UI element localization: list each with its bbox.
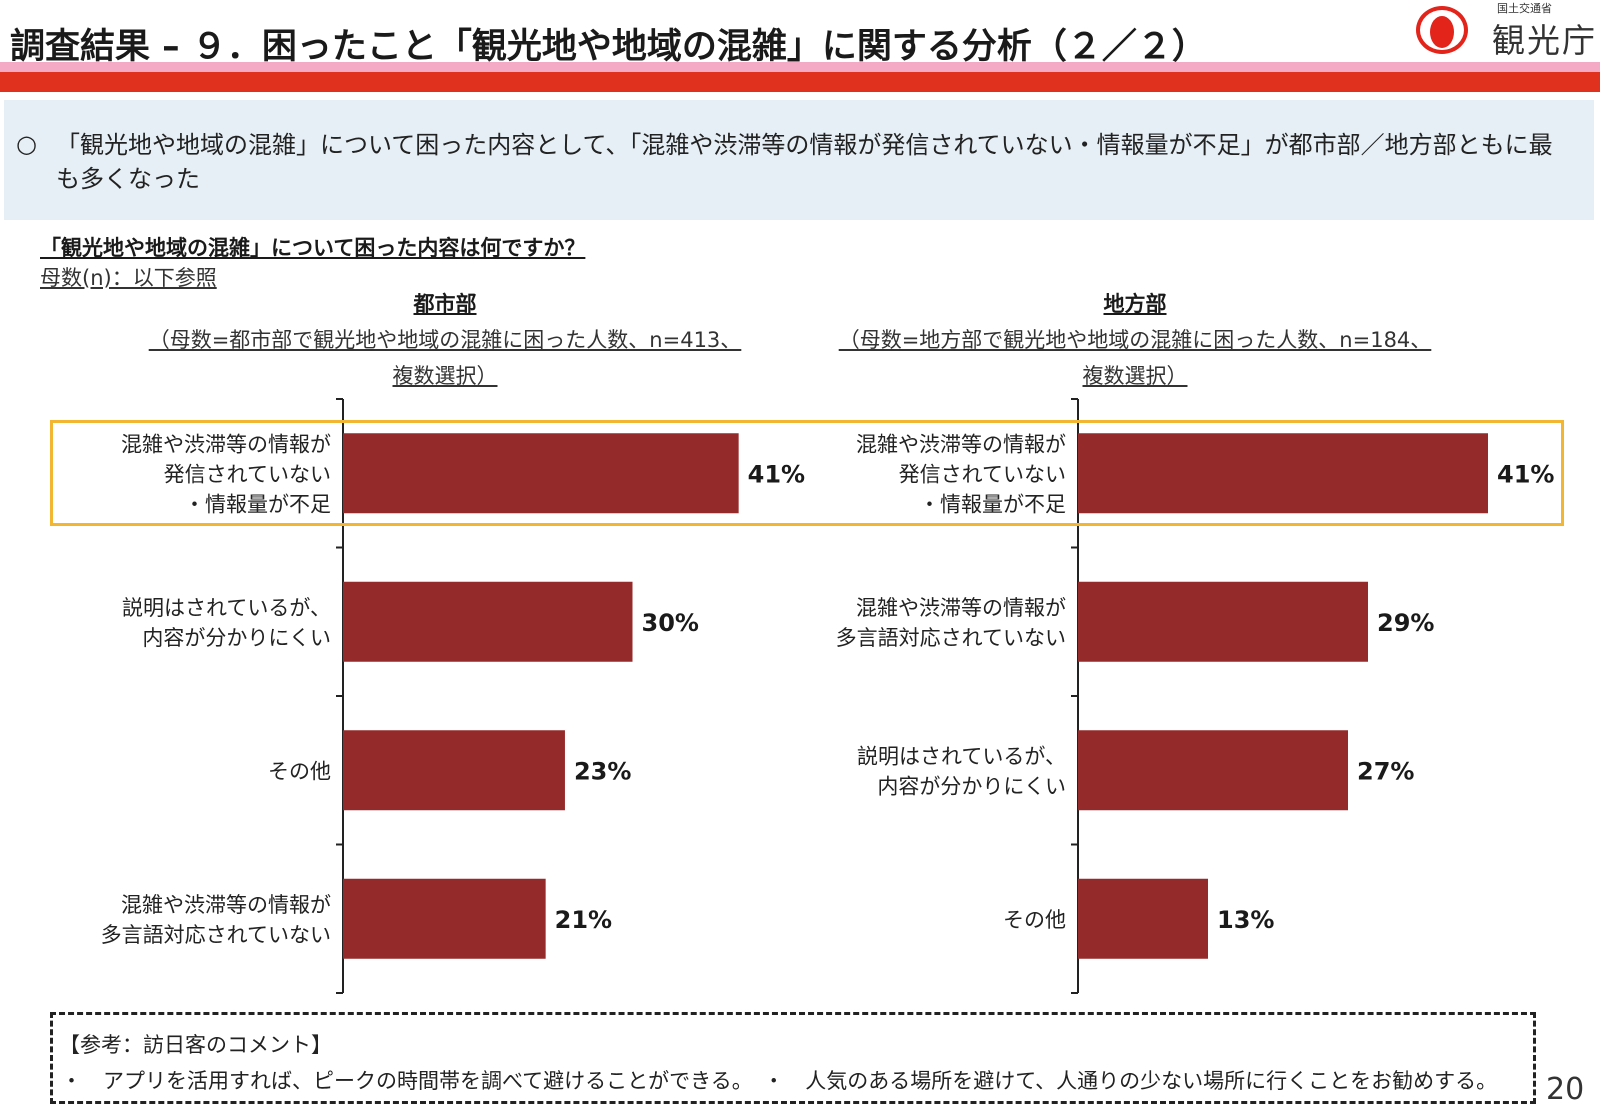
comment-title: 【参考：訪日客のコメント】 [59,1033,332,1057]
logo-agency-text: 観光庁 [1492,21,1597,60]
urban-value-label: 30% [642,609,699,637]
logo-ministry-text: 国土交通省 [1497,2,1552,15]
rural-panel-header: 地方部 （母数=地方部で観光地や地域の混雑に困った人数、n=184、 複数選択） [810,288,1460,390]
urban-value-label: 41% [748,460,805,488]
rural-value-label: 29% [1377,609,1434,637]
rural-bar [1078,581,1368,662]
urban-panel-subtitle-2: 複数選択） [392,364,498,388]
visitor-comment-box: 【参考：訪日客のコメント】 ・ アプリを活用すれば、ピークの時間帯を調べて避ける… [50,1012,1536,1104]
urban-panel-title: 都市部 [413,292,477,316]
rural-category-label: 説明はされているが、内容が分かりにくい [857,744,1066,798]
urban-bar [343,730,565,811]
bar-charts: 41% 混雑や渋滞等の情報が発信されていない・情報量が不足 30% 説明はされているが… [101,398,1554,994]
rural-category-label: その他 [1003,908,1066,932]
rural-value-label: 13% [1217,906,1274,934]
urban-category-label: 説明はされているが、内容が分かりにくい [122,596,331,650]
rural-value-label: 41% [1497,460,1554,488]
summary-bullet: ○ [16,130,37,158]
urban-value-label: 23% [574,757,631,785]
base-note: 母数(n)：以下参照 [40,266,217,290]
comment-text: ・ アプリを活用すれば、ピークの時間帯を調べて避けることができる。 ・ 人気のあ… [61,1069,1498,1093]
top-item-highlight [50,420,1564,526]
urban-value-label: 21% [555,906,612,934]
urban-category-label: 混雑や渋滞等の情報が多言語対応されていない [101,893,331,947]
agency-logo: 国土交通省 観光庁 [1412,0,1595,60]
summary-text: 「観光地や地域の混雑」について困った内容として、「混雑や渋滞等の情報が発信されて… [56,131,1553,193]
summary-box: ○ 「観光地や地域の混雑」について困った内容として、「混雑や渋滞等の情報が発信さ… [4,100,1594,220]
title-band-pink [0,62,1600,72]
rural-category-label: 混雑や渋滞等の情報が多言語対応されていない [836,596,1066,650]
urban-category-label: 混雑や渋滞等の情報が発信されていない・情報量が不足 [121,432,331,516]
urban-category-label: その他 [268,759,331,783]
rural-category-label: 混雑や渋滞等の情報が発信されていない・情報量が不足 [856,432,1066,516]
urban-bar [343,433,739,514]
urban-panel-subtitle-1: （母数=都市部で観光地や地域の混雑に困った人数、n=413、 [148,328,742,352]
page-title: 調査結果 – ９．困ったこと「観光地や地域の混雑」に関する分析（２／２） [10,27,1207,67]
rural-panel-subtitle-1: （母数=地方部で観光地や地域の混雑に困った人数、n=184、 [838,328,1432,352]
survey-question: 「観光地や地域の混雑」について困った内容は何ですか？ [40,236,586,260]
rural-bar [1078,730,1348,811]
urban-bar [343,581,633,662]
rural-value-label: 27% [1357,757,1414,785]
title-band-red [0,72,1600,92]
logo-circle-icon [1416,6,1468,54]
urban-panel-header: 都市部 （母数=都市部で観光地や地域の混雑に困った人数、n=413、 複数選択） [120,288,770,390]
rural-panel-title: 地方部 [1103,292,1167,316]
rural-bar [1078,433,1488,514]
urban-bar [343,878,546,959]
logo-sun-icon [1430,16,1454,48]
rural-panel-subtitle-2: 複数選択） [1082,364,1188,388]
page-number: 20 [1546,1072,1585,1107]
rural-bar [1078,878,1208,959]
